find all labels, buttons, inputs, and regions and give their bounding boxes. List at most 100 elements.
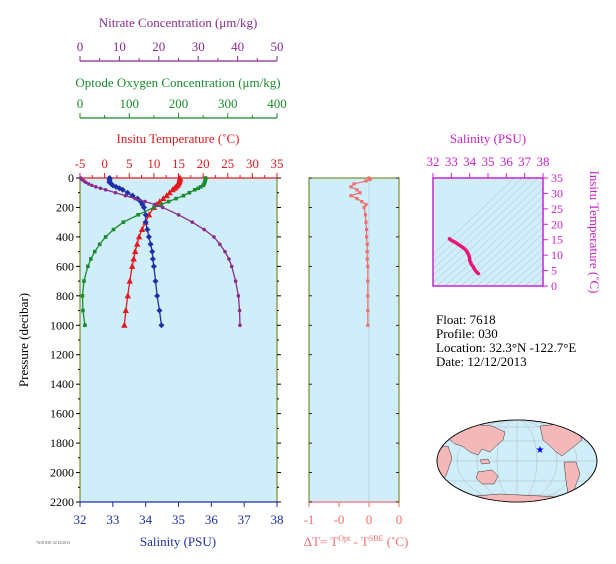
- axis-tick-label: 40: [231, 39, 244, 54]
- salinity-tick-label: 33: [106, 512, 119, 527]
- oxygen-marker: [152, 205, 156, 210]
- footnote: 7618 030 12/12/2013: [36, 540, 71, 545]
- temperature-marker: [133, 240, 141, 247]
- temperature-marker: [169, 186, 176, 193]
- delta-t-marker: [366, 308, 370, 313]
- nitrate-marker: [84, 180, 88, 185]
- temperature-marker: [166, 189, 173, 196]
- density-contour: [433, 180, 543, 283]
- profile-series: [78, 174, 242, 329]
- temperature-marker: [122, 307, 130, 314]
- profile-number: Profile: 030: [436, 326, 498, 341]
- delta-t-marker: [366, 264, 370, 268]
- ts-panel-background: [433, 178, 543, 286]
- nitrate-marker: [238, 323, 242, 328]
- delta-t-marker: [366, 294, 370, 298]
- density-contours: [433, 178, 543, 286]
- oxygen-marker: [89, 257, 93, 261]
- ts-x-tick-label: 36: [500, 154, 514, 169]
- nitrate-marker: [103, 187, 108, 192]
- axis-tick-label: 0: [77, 96, 84, 111]
- nitrate-marker: [153, 202, 157, 207]
- pressure-tick-label: 1800: [50, 436, 74, 450]
- delta-t-tick-label: 0: [366, 512, 373, 527]
- nitrate-marker: [86, 182, 91, 186]
- salinity-marker: [152, 278, 159, 285]
- density-contour: [484, 233, 543, 286]
- ts-title: Salinity (PSU): [450, 131, 526, 146]
- ts-y-tick-label: 5: [551, 264, 557, 278]
- delta-t-marker: [349, 185, 353, 189]
- nitrate-marker: [160, 205, 165, 210]
- delta-t-marker: [366, 279, 370, 283]
- pressure-tick-label: 800: [56, 289, 74, 303]
- density-contour: [516, 262, 543, 286]
- delta-t-panel: -1 -0 0 0 ΔT= TOpt - TSBE (˚C): [304, 176, 409, 549]
- oxygen-marker: [187, 190, 192, 195]
- delta-t-marker: [355, 188, 359, 192]
- salinity-marker: [145, 233, 152, 240]
- axis-tick-label: 300: [218, 96, 238, 111]
- oxygen-marker: [192, 187, 197, 192]
- salinity-marker: [142, 211, 149, 218]
- float-location-marker: ★: [536, 445, 545, 456]
- pressure-tick-label: 2200: [50, 495, 74, 509]
- main-panel-background: [79, 177, 278, 503]
- delta-t-marker: [364, 202, 368, 207]
- delta-t-marker: [364, 179, 368, 183]
- oxygen-marker: [166, 199, 171, 204]
- pressure-tick-label: 2000: [50, 466, 74, 480]
- nitrate-marker: [218, 242, 222, 247]
- oxygen-marker: [111, 227, 116, 232]
- delta-t-marker: [363, 213, 367, 217]
- density-contour: [433, 178, 515, 255]
- axis-tick-label: 0: [77, 39, 84, 54]
- delta-t-marker: [352, 182, 356, 186]
- delta-t-marker: [365, 227, 369, 232]
- delta-t-marker: [355, 197, 359, 201]
- density-contour: [508, 255, 543, 286]
- density-contour: [492, 241, 543, 286]
- salinity-tick-label: 32: [74, 512, 87, 527]
- delta-t-marker: [365, 257, 369, 261]
- axis-tick-label: 20: [152, 39, 165, 54]
- delta-t-marker: [364, 220, 368, 224]
- delta-t-marker: [349, 194, 353, 198]
- pressure-tick-label: 0: [68, 171, 74, 185]
- oxygen-marker: [136, 213, 140, 217]
- axis-tick-label: 15: [172, 156, 185, 171]
- ts-x-tick-label: 33: [445, 154, 458, 169]
- temperature-marker: [121, 321, 128, 328]
- nitrate-marker: [123, 193, 128, 198]
- ts-x-tick-label: 38: [537, 154, 550, 169]
- salinity-marker: [119, 186, 126, 193]
- axis-tick-label: 50: [271, 39, 284, 54]
- delta-t-panel-background: [308, 177, 400, 503]
- salinity-marker: [142, 219, 149, 226]
- nitrate-marker: [190, 220, 195, 224]
- salinity-tick-label: 38: [271, 512, 284, 527]
- nitrate-marker: [176, 213, 181, 217]
- delta-t-marker: [366, 323, 370, 327]
- density-contour: [460, 211, 543, 286]
- ts-y-tick-label: 0: [551, 279, 557, 293]
- oxygen-marker: [97, 242, 102, 247]
- oxygen-marker: [198, 185, 203, 189]
- salinity-marker: [158, 322, 165, 329]
- oxygen-marker: [201, 183, 205, 188]
- density-contour: [452, 203, 543, 286]
- nitrate-marker: [229, 264, 234, 269]
- temperature-marker: [135, 233, 143, 240]
- ts-x-tick-label: 34: [463, 154, 477, 169]
- density-contour: [436, 188, 543, 286]
- salinity-axis: 32 33 34 35 36 37 38: [74, 501, 284, 527]
- axis-tick-label: 20: [197, 156, 210, 171]
- pressure-axis-label: Pressure (decibar): [16, 293, 31, 387]
- temperature-marker: [131, 248, 139, 255]
- map-land: [437, 420, 593, 502]
- oxygen-marker: [83, 323, 87, 328]
- float-id: Float: 7618: [436, 312, 496, 327]
- delta-t-axis-label: ΔT= TOpt - TSBE (˚C): [304, 534, 409, 549]
- delta-t-series: [349, 176, 372, 327]
- axis-tick-label: 25: [221, 156, 234, 171]
